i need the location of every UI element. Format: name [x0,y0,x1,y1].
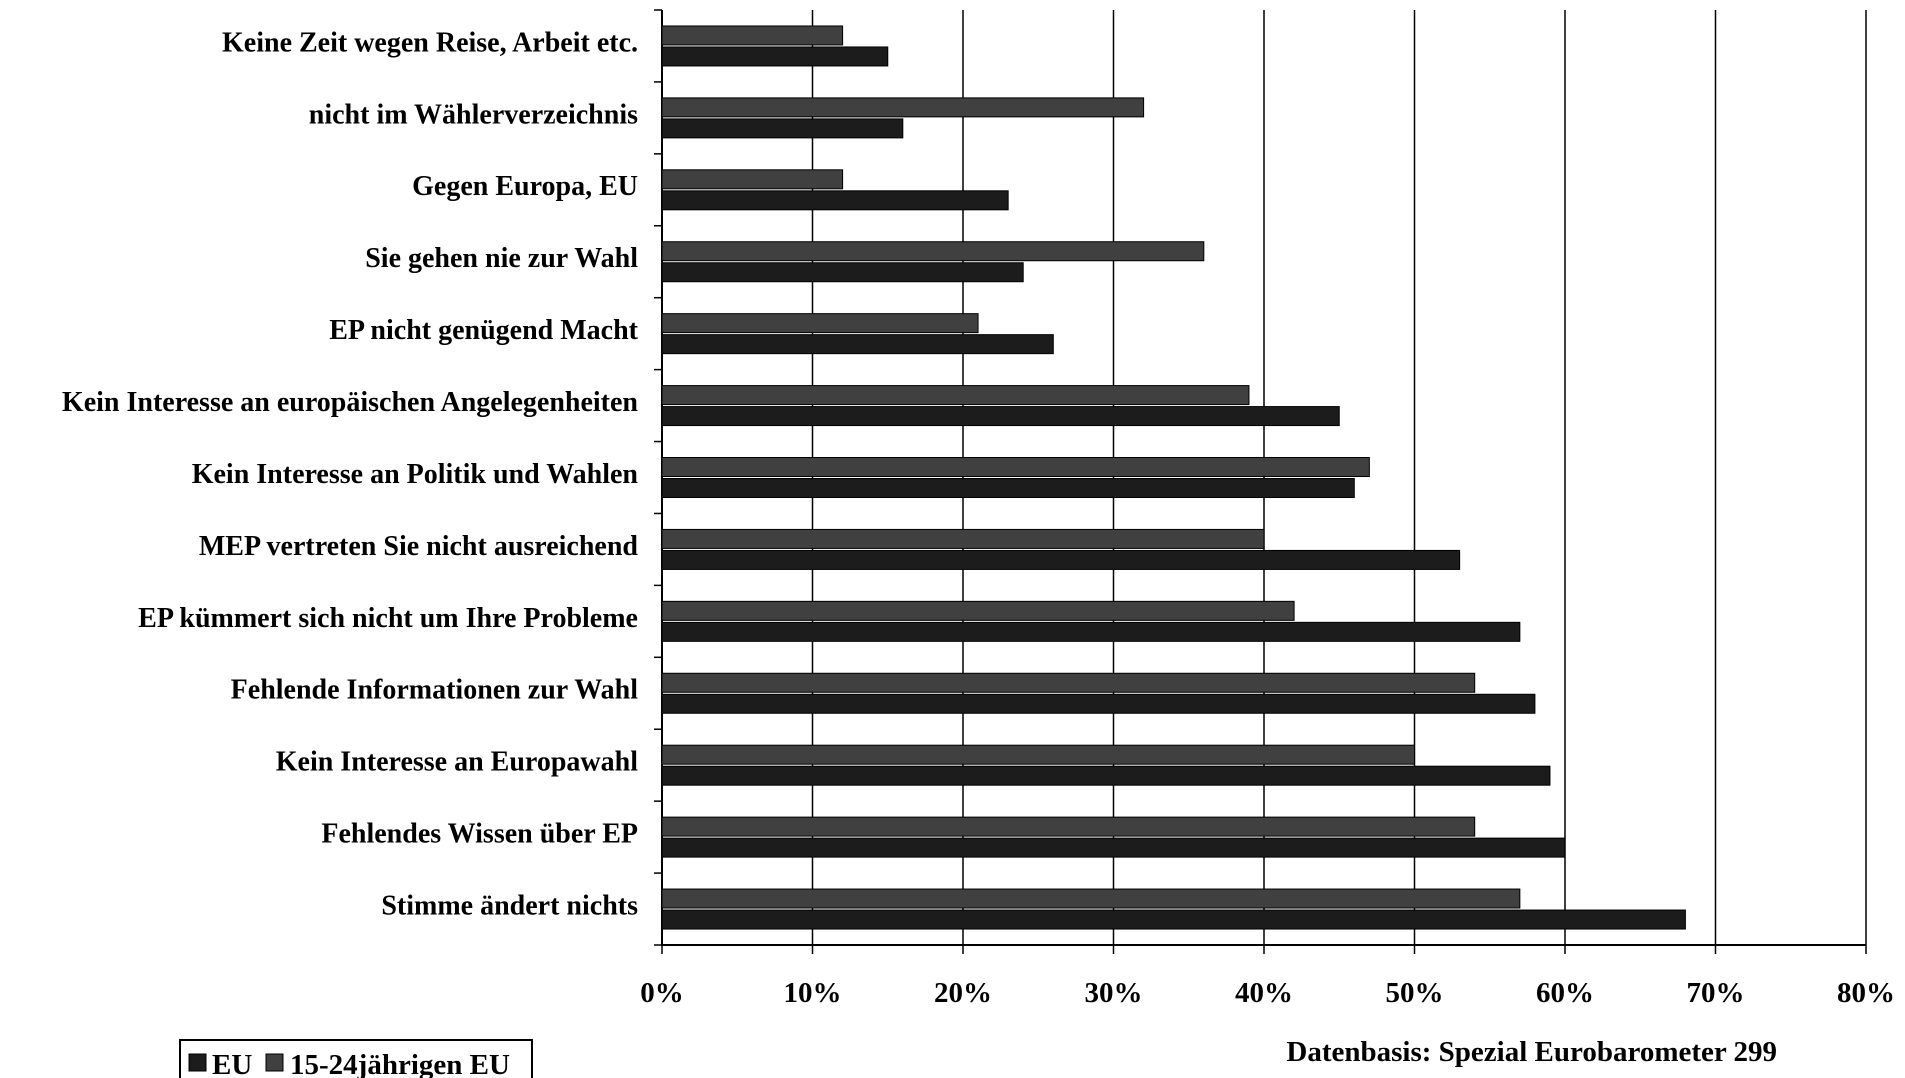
x-tick-label: 80% [1837,977,1895,1009]
x-tick-label: 40% [1235,977,1293,1009]
bar-eu [661,262,1024,283]
x-tick-label: 20% [934,977,992,1009]
legend-swatch-15-24 [265,1053,284,1072]
source-note: Datenbasis: Spezial Eurobarometer 299 [1286,1036,1777,1068]
category-label: Fehlende Informationen zur Wahl [231,675,639,706]
category-label: MEP vertreten Sie nicht ausreichend [199,531,639,562]
bar-eu [661,46,889,67]
x-tick-label: 60% [1536,977,1594,1009]
bar-eu [661,334,1054,355]
legend-swatch-eu [188,1053,207,1072]
category-label: Sie gehen nie zur Wahl [365,243,638,274]
bar-15-24 [661,600,1295,621]
bar-eu [661,549,1461,570]
legend-box [179,1039,533,1078]
bar-15-24 [661,241,1205,262]
bar-15-24 [661,97,1145,118]
category-label: Gegen Europa, EU [412,171,638,202]
x-tick-label: 0% [640,977,684,1009]
bar-15-24 [661,169,844,190]
legend-label-15-24: 15-24jährigen EU [290,1049,510,1078]
x-tick-label: 50% [1386,977,1444,1009]
bar-15-24 [661,457,1370,477]
bar-15-24 [661,313,979,334]
bar-15-24 [661,25,844,46]
legend-label-eu: EU [212,1049,252,1078]
x-tick-label: 70% [1687,977,1745,1009]
bar-15-24 [661,672,1476,693]
category-label: nicht im Wählerverzeichnis [309,99,638,130]
category-label: Kein Interesse an Politik und Wahlen [192,459,639,490]
bar-eu [661,118,904,139]
bar-eu [661,693,1536,714]
bar-eu [661,478,1355,498]
bar-15-24 [661,816,1476,837]
bar-15-24 [661,888,1521,909]
category-label: EP nicht genügend Macht [329,315,638,346]
x-tick-label: 30% [1085,977,1143,1009]
bar-eu [661,406,1340,427]
category-label: Stimme ändert nichts [381,890,638,921]
category-label: Kein Interesse an Europawahl [276,747,638,778]
bar-eu [661,190,1009,211]
bar-15-24 [661,385,1250,406]
bar-15-24 [661,744,1415,765]
bar-eu [661,909,1686,930]
category-label: Kein Interesse an europäischen Angelegen… [62,387,639,418]
x-tick-label: 10% [784,977,842,1009]
category-label: EP kümmert sich nicht um Ihre Probleme [138,603,638,634]
bar-eu [661,765,1551,786]
bar-15-24 [661,528,1265,549]
category-label: Keine Zeit wegen Reise, Arbeit etc. [222,27,638,58]
category-label: Fehlendes Wissen über EP [321,819,638,850]
bar-eu [661,621,1521,642]
bar-eu [661,837,1566,858]
